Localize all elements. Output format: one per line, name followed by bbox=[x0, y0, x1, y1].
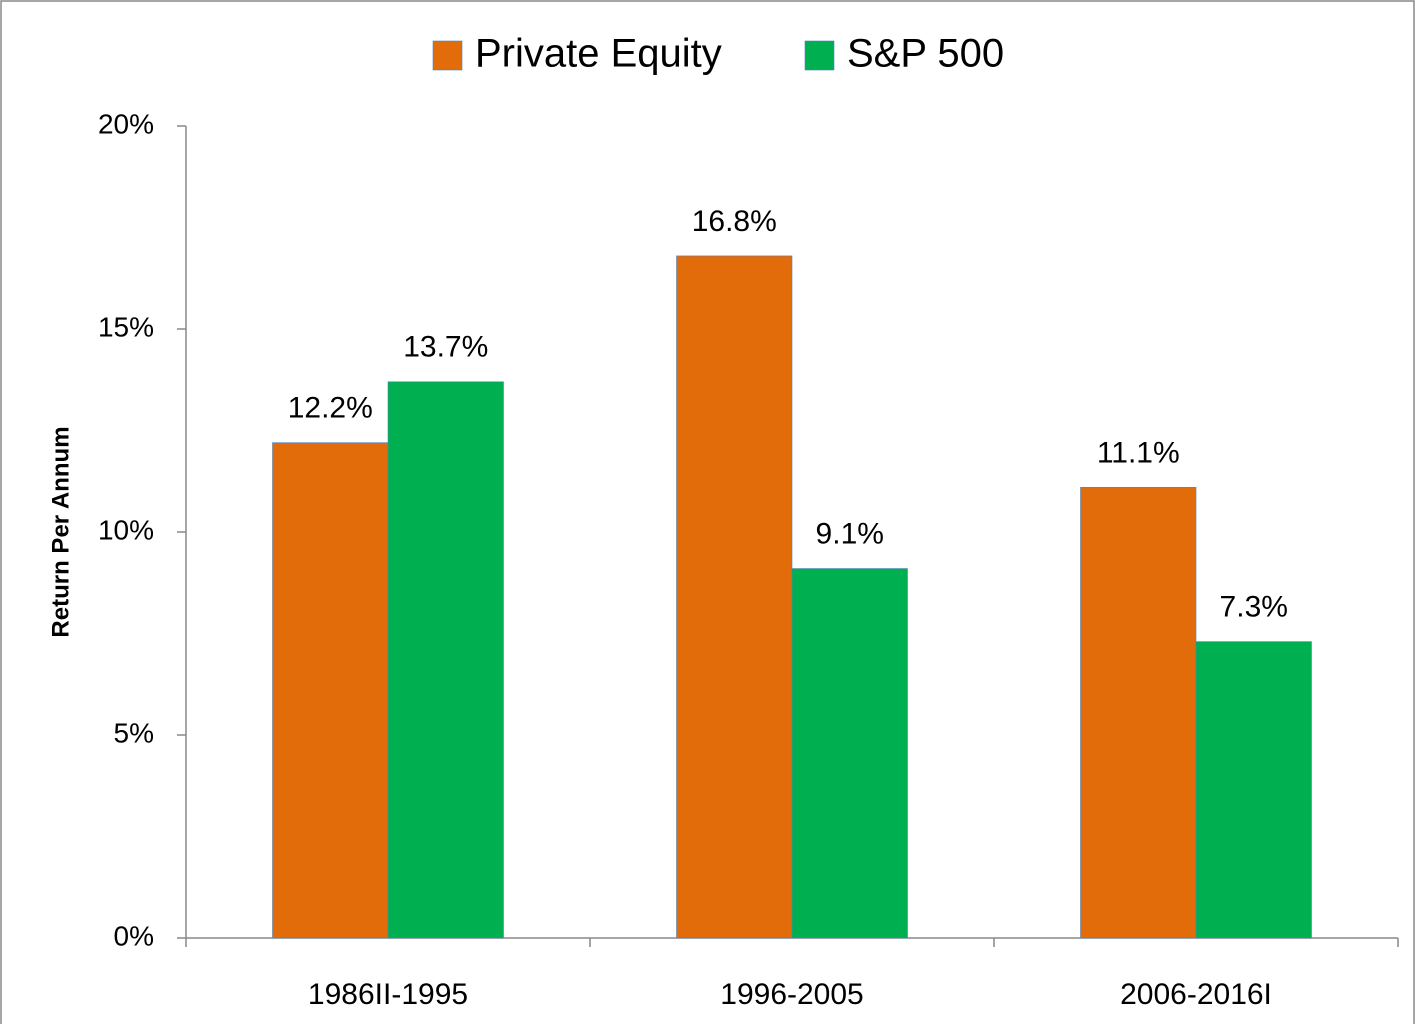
y-tick-label: 0% bbox=[114, 920, 154, 951]
y-tick-label: 5% bbox=[114, 717, 154, 748]
data-label: 9.1% bbox=[816, 517, 884, 550]
bar bbox=[387, 381, 504, 939]
x-tick-label: 2006-2016I bbox=[1120, 978, 1272, 1011]
legend-label: Private Equity bbox=[475, 32, 722, 76]
data-label: 13.7% bbox=[403, 331, 488, 364]
bar bbox=[791, 568, 908, 939]
bar bbox=[1080, 487, 1197, 939]
y-tick-label: 15% bbox=[98, 311, 154, 342]
y-axis-title: Return Per Annum bbox=[47, 426, 74, 637]
legend-swatch bbox=[804, 40, 835, 71]
bar bbox=[272, 442, 389, 939]
bar bbox=[1195, 641, 1312, 939]
data-label: 16.8% bbox=[692, 205, 777, 238]
legend-swatch bbox=[432, 40, 463, 71]
data-label: 12.2% bbox=[288, 392, 373, 425]
y-tick-label: 20% bbox=[98, 108, 154, 139]
data-label: 7.3% bbox=[1220, 591, 1288, 624]
x-tick-label: 1986II-1995 bbox=[308, 978, 468, 1011]
x-tick-label: 1996-2005 bbox=[720, 978, 863, 1011]
y-tick-label: 10% bbox=[98, 514, 154, 545]
data-label: 11.1% bbox=[1097, 436, 1180, 469]
legend-label: S&P 500 bbox=[847, 32, 1004, 76]
bar bbox=[676, 255, 793, 939]
